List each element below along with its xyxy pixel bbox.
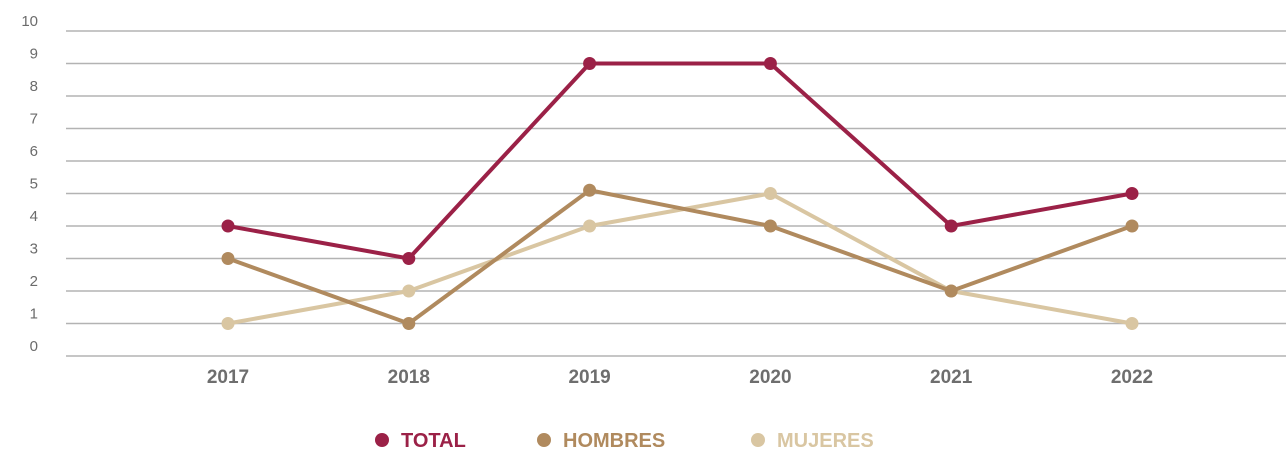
y-tick-label: 10 — [21, 13, 38, 30]
data-point — [583, 183, 597, 197]
data-point — [944, 219, 958, 233]
data-point — [763, 187, 777, 200]
legend-label: HOMBRES — [563, 430, 665, 449]
series-group — [221, 57, 1139, 330]
legend-label: MUJERES — [777, 430, 874, 449]
x-tick-label: 2021 — [930, 367, 973, 388]
data-point — [763, 57, 777, 70]
data-point — [1125, 219, 1139, 233]
data-point — [221, 219, 235, 233]
y-axis-ticks: 0 1 2 3 4 5 6 7 8 9 10 — [21, 13, 38, 355]
x-tick-label: 2020 — [749, 367, 791, 388]
y-tick-label: 5 — [30, 176, 38, 193]
data-point — [221, 252, 235, 265]
x-axis-ticks: 2017 2018 2019 2020 2021 2022 — [207, 367, 1153, 388]
grid-lines — [66, 30, 1286, 357]
x-tick-label: 2018 — [388, 367, 430, 388]
y-tick-label: 9 — [30, 46, 38, 63]
series-line — [226, 61, 1134, 261]
series-line — [226, 188, 1134, 326]
x-tick-label: 2017 — [207, 367, 249, 388]
data-point — [402, 284, 416, 298]
y-tick-label: 8 — [30, 78, 38, 95]
data-point — [763, 219, 777, 233]
x-tick-label: 2022 — [1111, 367, 1153, 388]
series-hombres — [221, 183, 1139, 330]
y-tick-label: 0 — [30, 338, 38, 355]
data-point — [402, 252, 416, 265]
legend-label: TOTAL — [401, 430, 466, 449]
data-point — [944, 284, 958, 298]
x-tick-label: 2019 — [568, 367, 610, 388]
legend-item-total: TOTAL — [375, 430, 466, 449]
y-tick-label: 6 — [30, 143, 38, 160]
legend-marker — [375, 433, 389, 447]
data-point — [1125, 187, 1139, 200]
legend-item-hombres: HOMBRES — [537, 430, 665, 449]
data-point — [221, 317, 235, 330]
y-tick-label: 1 — [30, 306, 38, 323]
legend-marker — [751, 433, 765, 447]
data-point — [402, 317, 416, 330]
data-point — [1125, 317, 1139, 330]
series-total — [221, 57, 1139, 265]
legend: TOTAL HOMBRES MUJERES — [375, 430, 874, 449]
y-tick-label: 2 — [30, 273, 38, 290]
legend-item-mujeres: MUJERES — [751, 430, 874, 449]
legend-marker — [537, 433, 551, 447]
y-tick-label: 7 — [30, 111, 38, 128]
data-point — [583, 57, 597, 70]
y-tick-label: 4 — [30, 208, 38, 225]
y-tick-label: 3 — [30, 241, 38, 258]
data-point — [583, 219, 597, 233]
